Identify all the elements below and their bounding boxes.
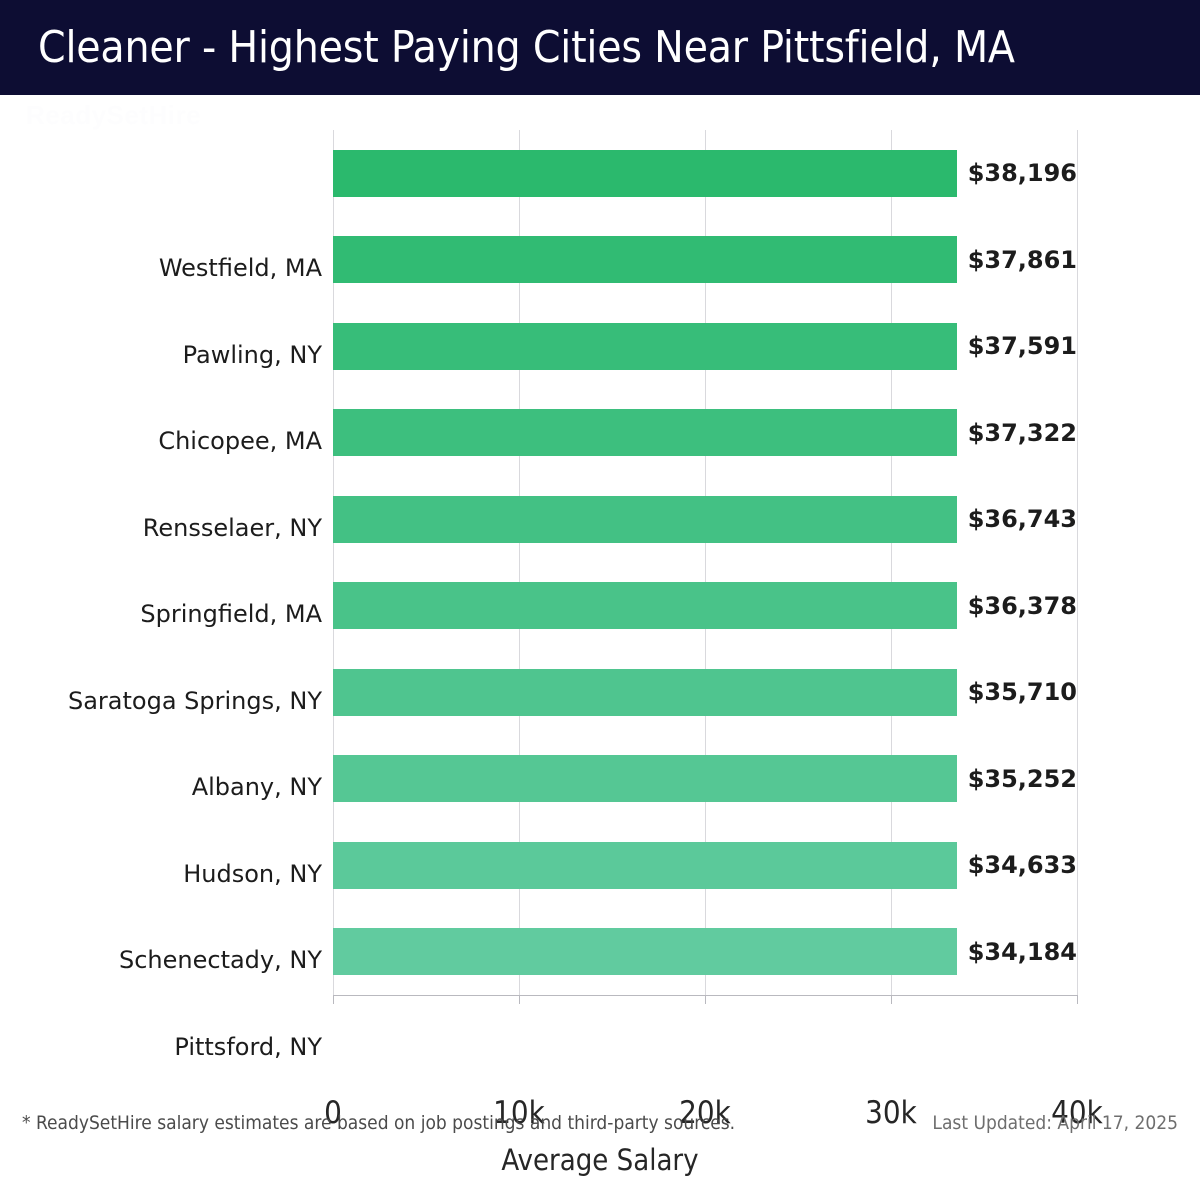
bar-row[interactable]: $35,710: [333, 649, 1077, 736]
chart-container: $38,196 $37,861 $37,591 $37,322 $36,743 $36,3…: [0, 95, 1200, 1177]
gridline: [891, 130, 892, 995]
y-axis-category-label: Schenectady, NY: [118, 946, 322, 975]
bar[interactable]: [333, 668, 957, 716]
bar-value-label: $36,378: [967, 591, 1077, 620]
y-axis-category-label: Pawling, NY: [182, 340, 322, 369]
bar-row[interactable]: $36,378: [333, 563, 1077, 650]
bar-value-label: $37,591: [967, 332, 1077, 361]
bar-value-label: $35,710: [967, 678, 1077, 707]
x-axis-tick-label: 10k: [493, 1095, 545, 1131]
y-axis-category-label: Rensselaer, NY: [142, 513, 322, 542]
x-axis-tick-label: 0: [324, 1095, 342, 1131]
x-axis-tick-label: 20k: [679, 1095, 731, 1131]
bar[interactable]: [333, 236, 957, 284]
bar[interactable]: [333, 409, 957, 457]
bar[interactable]: [333, 928, 957, 976]
x-axis-tick: [1077, 995, 1078, 1004]
bars-group: $38,196 $37,861 $37,591 $37,322 $36,743 $36,3…: [333, 130, 1077, 995]
y-axis-category-label: Chicopee, MA: [158, 427, 322, 456]
bar-row[interactable]: $36,743: [333, 476, 1077, 563]
x-axis-tick: [705, 995, 706, 1004]
page-title: Cleaner - Highest Paying Cities Near Pit…: [38, 22, 1015, 73]
bar-row[interactable]: $37,591: [333, 303, 1077, 390]
y-axis-category-label: Springfield, MA: [140, 600, 322, 629]
bar[interactable]: [333, 495, 957, 543]
bar[interactable]: [333, 841, 957, 889]
gridline: [1077, 130, 1078, 995]
gridline: [519, 130, 520, 995]
bar-value-label: $38,196: [967, 159, 1077, 188]
y-axis-labels-group: Westfield, MA Pawling, NY Chicopee, MA Rens…: [0, 225, 322, 1090]
bar-row[interactable]: $34,184: [333, 909, 1077, 996]
bar[interactable]: [333, 582, 957, 630]
gridline: [705, 130, 706, 995]
bar-row[interactable]: $34,633: [333, 822, 1077, 909]
bar[interactable]: [333, 755, 957, 803]
bar-row[interactable]: $37,322: [333, 390, 1077, 477]
bar[interactable]: [333, 322, 957, 370]
x-axis-tick-label: 30k: [865, 1095, 917, 1131]
y-axis-category-label: Pittsford, NY: [174, 1032, 322, 1061]
bar-row[interactable]: $37,861: [333, 217, 1077, 304]
footer-disclaimer: * ReadySetHire salary estimates are base…: [22, 1112, 736, 1134]
x-axis-tick: [891, 995, 892, 1004]
bar-value-label: $37,322: [967, 418, 1077, 447]
x-axis-tick-label: 40k: [1051, 1095, 1103, 1131]
y-axis-category-label: Westfield, MA: [158, 254, 322, 283]
y-axis-category-label: Hudson, NY: [183, 859, 322, 888]
plot-area: $38,196 $37,861 $37,591 $37,322 $36,743 $36,3…: [333, 130, 1078, 1004]
footer-last-updated: Last Updated: April 17, 2025: [932, 1112, 1178, 1134]
bar-row[interactable]: $35,252: [333, 736, 1077, 823]
x-axis-tick: [519, 995, 520, 1004]
bar-value-label: $35,252: [967, 764, 1077, 793]
bar[interactable]: [333, 149, 957, 197]
x-axis-tick: [333, 995, 334, 1004]
bar-value-label: $37,861: [967, 245, 1077, 274]
chart-footer: * ReadySetHire salary estimates are base…: [0, 1112, 1200, 1158]
y-axis-category-label: Albany, NY: [191, 773, 322, 802]
y-axis-category-label: Saratoga Springs, NY: [67, 686, 322, 715]
bar-value-label: $34,633: [967, 851, 1077, 880]
bar-value-label: $36,743: [967, 505, 1077, 534]
chart-header: Cleaner - Highest Paying Cities Near Pit…: [0, 0, 1200, 95]
bar-row[interactable]: $38,196: [333, 130, 1077, 217]
gridline: [333, 130, 334, 995]
bar-value-label: $34,184: [967, 937, 1077, 966]
